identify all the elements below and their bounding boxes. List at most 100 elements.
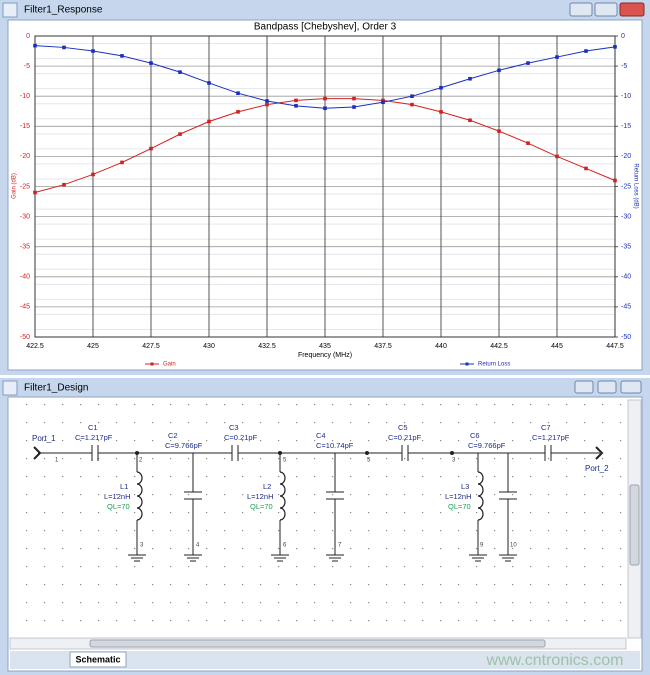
schematic-label: Port_2 [585,464,609,473]
minimize-button[interactable] [569,2,593,17]
close-button[interactable] [619,2,645,17]
marker [207,81,211,85]
marker [62,182,66,187]
schematic-label: 6 [283,543,287,549]
schematic-label: C=10.74pF [316,441,354,450]
inductor [279,471,286,521]
inductor [477,471,484,521]
y2-axis-title: Return Loss (dB) [632,163,638,208]
y2-tick-label: -50 [621,334,631,341]
marker [120,160,124,165]
legend-label: Gain [163,362,176,368]
y2-tick-label: -25 [621,183,631,190]
schematic-label: Port_1 [32,434,56,443]
schematic-label: L1 [120,482,128,491]
marker [236,91,240,95]
y-tick-label: -35 [20,244,30,251]
marker [62,45,66,50]
schematic-grid [10,400,626,638]
window-title: Filter1_Response [24,5,103,16]
chart: Bandpass [Chebyshev], Order 3 Frequency … [12,22,639,368]
x-tick-label: 425 [87,343,99,350]
schematic-label: 5 [367,458,371,464]
window-icon [2,380,18,396]
marker [439,85,443,90]
marker [120,54,124,58]
y2-tick-label: -20 [621,153,631,160]
x-tick-label: 432.5 [258,343,276,350]
schematic-label: QL=70 [250,502,273,511]
schematic-label: L=12nH [445,492,471,501]
y-tick-label: -10 [20,93,30,100]
junction [278,451,282,455]
marker [381,98,385,103]
schematic-label: 7 [338,543,342,549]
marker [584,49,588,53]
schematic-label: QL=70 [107,502,130,511]
chart-title: Bandpass [Chebyshev], Order 3 [254,22,397,33]
y2-tick-label: -35 [621,244,631,251]
marker [468,118,472,123]
marker [91,49,95,53]
x-tick-label: 422.5 [26,343,44,350]
y2-tick-label: -5 [621,63,627,70]
marker [294,98,298,103]
marker [178,132,182,136]
close-button[interactable] [620,380,642,394]
marker [265,99,269,103]
tab[interactable] [69,651,127,668]
marker [381,100,385,105]
legend-label: Return Loss [478,362,510,368]
marker [497,68,501,73]
marker [149,146,153,151]
schematic-label: 5 [283,458,287,464]
x-tick-label: 435 [319,343,331,350]
y2-tick-label: 0 [621,33,625,40]
window-icon [2,2,18,18]
marker [439,110,443,114]
watermark: www.cntronics.com [486,652,624,669]
y-axis-title: Gain (dB) [12,173,18,199]
scroll-thumb[interactable] [89,639,546,648]
marker [207,119,211,124]
y-tick-label: 0 [26,33,30,40]
schematic-label: C2 [168,431,178,440]
y2-tick-label: -40 [621,274,631,281]
marker [33,43,37,48]
scroll-thumb[interactable] [629,484,640,566]
marker [149,61,153,65]
x-tick-label: 447.5 [606,343,624,350]
tab-label[interactable]: Schematic [75,654,120,664]
marker [410,94,414,98]
y2-tick-label: -15 [621,123,631,130]
schematic-label: C=9.766pF [468,441,506,450]
x-tick-label: 442.5 [490,343,508,350]
schematic-label: 1 [55,458,59,464]
maximize-button[interactable] [597,380,617,394]
marker [265,102,269,107]
legend-swatch [465,362,469,366]
schematic-label: C=1.217pF [75,433,113,442]
schematic-label: C7 [541,423,551,432]
maximize-button[interactable] [594,2,618,17]
schematic-label: 4 [196,543,200,549]
minimize-button[interactable] [574,380,594,394]
inductor [136,471,143,521]
x-tick-label: 445 [551,343,563,350]
marker [352,96,356,101]
schematic-label: C1 [88,423,98,432]
schematic-label: L2 [263,482,271,491]
y-tick-label: -30 [20,213,30,220]
marker [584,166,588,171]
y2-tick-label: -30 [621,213,631,220]
y-tick-label: -45 [20,304,30,311]
window-title: Filter1_Design [24,383,88,394]
marker [410,102,414,107]
schematic-label: 9 [480,543,484,549]
y-tick-label: -40 [20,274,30,281]
port-arrow [33,446,42,460]
y-tick-label: -15 [20,123,30,130]
marker [468,76,472,81]
